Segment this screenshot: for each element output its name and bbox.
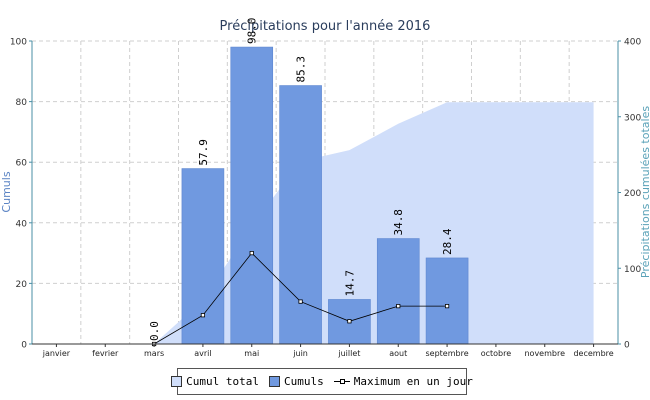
x-tick-label-octobre: octobre [481, 349, 512, 358]
legend-item-cumul-total: Cumul total [171, 375, 259, 388]
bar-label-septembre: 28.4 [441, 228, 454, 255]
y-axis-label: Cumuls [0, 171, 13, 212]
y2-tick-label: 100 [624, 265, 641, 275]
y-tick-label: 0 [21, 341, 27, 351]
y2-tick-label: 0 [624, 341, 630, 351]
x-tick-label-janvier: janvier [42, 349, 71, 358]
max-point-aout [396, 304, 401, 309]
bar-juin [279, 85, 322, 345]
legend: Cumul total Cumuls Maximum en un jour [171, 368, 473, 395]
legend-label-cumuls: Cumuls [283, 375, 324, 388]
max-point-juillet [347, 319, 352, 324]
bar-mai [230, 46, 274, 345]
bar-label-mars: 0.0 [148, 321, 161, 341]
y-tick-label: 60 [16, 159, 28, 169]
bar-septembre [425, 257, 469, 345]
legend-swatch-line [333, 376, 350, 387]
y-tick-label: 20 [16, 280, 28, 290]
x-tick-label-septembre: septembre [426, 349, 469, 358]
x-tick-label-mai: mai [244, 349, 259, 358]
x-tick-label-avril: avril [194, 349, 211, 358]
max-point-juin [298, 299, 303, 304]
bar-aout [376, 238, 420, 345]
bar-avril [181, 168, 225, 345]
x-tick-label-novembre: novembre [524, 349, 565, 358]
bar-labels-layer: 0.0 57.9 98.0 85.3 14.7 34.8 28.4 [148, 18, 454, 341]
legend-label-maximum: Maximum en un jour [353, 375, 473, 388]
bar-label-juillet: 14.7 [343, 270, 356, 297]
y2-tick-label: 300 [624, 113, 641, 123]
bar-label-mai: 98.0 [246, 18, 259, 45]
max-point-avril [200, 313, 206, 318]
y2-tick-label: 200 [624, 189, 641, 199]
y2-axis-label: Précipitations cumulées totales [639, 106, 650, 278]
y2-tick-label: 400 [624, 38, 641, 48]
x-tick-label-aout: aout [389, 349, 407, 358]
legend-swatch-area [171, 376, 183, 387]
x-tick-label-mars: mars [144, 349, 164, 358]
x-tick-label-juillet: juillet [337, 349, 360, 358]
bar-label-avril: 57.9 [197, 139, 210, 166]
max-point-septembre [444, 304, 450, 309]
x-tick-label-fevrier: fevrier [92, 349, 119, 358]
y-tick-label: 100 [10, 38, 27, 48]
legend-item-cumuls: Cumuls [268, 375, 324, 388]
max-point-mai [249, 250, 254, 256]
bar-label-juin: 85.3 [295, 56, 308, 83]
legend-item-maximum: Maximum en un jour [333, 375, 473, 388]
axes: 0 20 40 60 80 100 0 100 200 300 400 janvier fevrier m… [10, 38, 642, 359]
x-tick-label-decembre: decembre [573, 349, 613, 358]
y-tick-label: 40 [16, 219, 28, 229]
y-tick-label: 80 [16, 98, 28, 108]
bar-label-aout: 34.8 [392, 209, 405, 236]
legend-swatch-bar [268, 376, 280, 387]
legend-label-cumul-total: Cumul total [186, 375, 259, 388]
x-tick-label-juin: juin [292, 349, 308, 358]
chart-title: Précipitations pour l'année 2016 [220, 19, 431, 34]
